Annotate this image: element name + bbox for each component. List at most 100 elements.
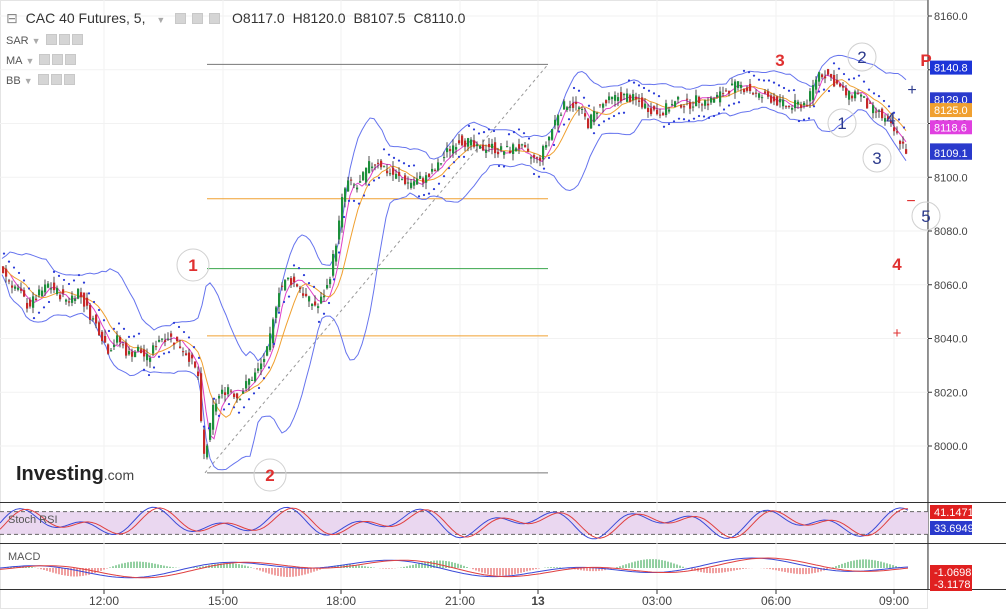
price-label: 8118.6	[934, 122, 967, 134]
sar-dot	[837, 67, 841, 70]
candle-body	[92, 318, 95, 320]
candle-body	[809, 91, 812, 102]
sar-dot	[662, 125, 666, 128]
candle-body	[17, 287, 20, 290]
candle-body	[767, 91, 770, 97]
candle-body	[401, 179, 404, 181]
candle-body	[515, 148, 518, 152]
annotation-label: 1	[837, 114, 846, 133]
price-label-box	[930, 92, 972, 107]
candle-body	[824, 76, 827, 79]
price-label-box	[930, 60, 972, 75]
candle-body	[140, 349, 143, 354]
indicator-bb[interactable]: BB ▼	[6, 74, 75, 87]
gear-icon[interactable]	[58, 34, 70, 45]
sar-dot	[582, 96, 586, 99]
candle-body	[725, 90, 728, 92]
candle-body	[668, 109, 671, 112]
stoch-value: 33.6949	[934, 523, 974, 535]
bollinger-lower-band	[1, 106, 907, 471]
candle-body	[254, 372, 257, 382]
candle-body	[536, 157, 539, 159]
sar-dot	[892, 111, 896, 114]
candle-body	[551, 129, 554, 140]
eye-icon[interactable]	[39, 54, 51, 65]
sar-dot	[712, 114, 716, 118]
close-icon[interactable]	[63, 74, 75, 85]
candle-body	[194, 361, 197, 368]
sar-dot	[107, 329, 111, 333]
gear-icon[interactable]	[52, 54, 64, 65]
annotation-circle	[176, 248, 210, 282]
candle-body	[287, 277, 290, 280]
candle-body	[902, 141, 905, 144]
eye-icon[interactable]	[37, 74, 49, 85]
candle-body	[392, 167, 395, 175]
candle-body	[329, 279, 332, 285]
close-icon[interactable]	[71, 34, 83, 45]
sar-dot	[417, 195, 421, 198]
annotation-label: 3	[775, 51, 784, 70]
eye-icon[interactable]	[175, 13, 187, 24]
candle-body	[869, 102, 872, 104]
chevron-down-icon[interactable]: ▼	[31, 36, 41, 46]
candle-body	[203, 429, 206, 454]
candle-body	[275, 307, 278, 318]
candle-body	[413, 181, 416, 186]
candle-body	[719, 91, 722, 103]
gear-icon[interactable]	[50, 74, 62, 85]
sar-dot	[467, 124, 471, 128]
annotation-label: 4	[886, 109, 895, 128]
sar-dot	[402, 162, 406, 165]
price-label-box	[930, 145, 972, 160]
sar-dot	[492, 129, 496, 133]
candle-body	[113, 344, 116, 347]
candle-body	[617, 97, 620, 101]
candle-body	[599, 104, 602, 106]
chevron-down-icon[interactable]: ▼	[25, 56, 35, 66]
candle-body	[260, 363, 263, 370]
sar-dot	[257, 386, 261, 390]
candle-body	[698, 96, 701, 104]
candle-body	[461, 135, 464, 146]
candle-body	[704, 100, 707, 106]
candle-body	[776, 96, 779, 106]
annotation-circle	[862, 143, 892, 173]
candle-body	[503, 151, 506, 155]
annotation-circle	[847, 42, 877, 72]
sar-dot	[642, 86, 646, 90]
candle-body	[344, 188, 347, 202]
candle-body	[518, 144, 521, 149]
candle-body	[671, 104, 674, 106]
sar-dot	[452, 161, 456, 164]
candle-body	[131, 351, 134, 357]
candle-body	[206, 445, 209, 458]
ohlc-low: B8107.5	[353, 10, 406, 26]
eye-icon[interactable]	[45, 34, 57, 45]
candle-body	[251, 379, 254, 381]
sar-dot	[367, 183, 371, 186]
candle-body	[227, 387, 230, 395]
indicator-ma[interactable]: MA ▼	[6, 54, 77, 67]
candle-body	[722, 93, 725, 95]
sar-dot	[97, 308, 101, 312]
sar-dot	[407, 164, 411, 168]
close-icon[interactable]	[65, 54, 77, 65]
close-icon[interactable]	[209, 13, 221, 24]
indicator-sar[interactable]: SAR ▼	[6, 34, 83, 47]
price-label: 8140.8	[934, 63, 968, 75]
candle-body	[470, 139, 473, 146]
sar-dot	[737, 101, 741, 104]
collapse-icon[interactable]: ⊟	[6, 10, 18, 26]
candle-body	[86, 297, 89, 306]
candle-body	[8, 280, 11, 282]
candle-body	[713, 98, 716, 103]
chevron-down-icon[interactable]: ▼	[156, 15, 166, 25]
gear-icon[interactable]	[192, 13, 204, 24]
candle-body	[440, 163, 443, 165]
candle-body	[581, 109, 584, 111]
y-tick-label: 8000.0	[934, 441, 968, 453]
candle-body	[341, 197, 344, 228]
chevron-down-icon[interactable]: ▼	[23, 76, 33, 86]
